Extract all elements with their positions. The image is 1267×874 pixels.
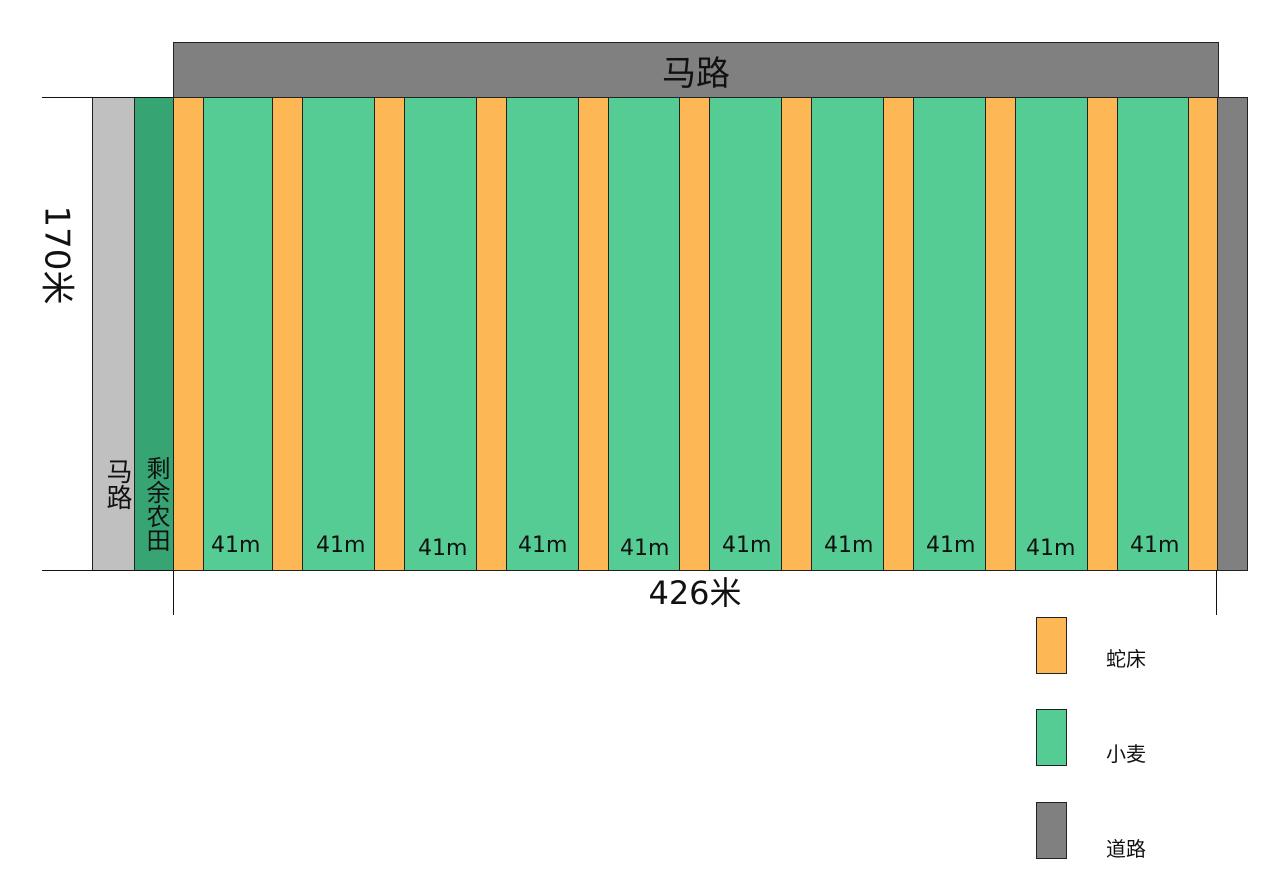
wheat-strip-width-label: 41m bbox=[211, 533, 261, 558]
wheat-strip bbox=[1015, 97, 1088, 571]
wheat-strip-width-label: 41m bbox=[418, 536, 468, 561]
wheat-strip-width-label: 41m bbox=[620, 536, 670, 561]
wheat-strip-width-label: 41m bbox=[824, 533, 874, 558]
wheat-strip-width-label: 41m bbox=[518, 533, 568, 558]
wheat-strip bbox=[608, 97, 680, 571]
snake-bed-strip bbox=[173, 97, 204, 571]
wheat-strip bbox=[1117, 97, 1189, 571]
top-road-label: 马路 bbox=[662, 54, 730, 94]
height-dimension-bottom-line bbox=[42, 570, 172, 571]
wheat-strip bbox=[709, 97, 782, 571]
snake-bed-strip bbox=[578, 97, 609, 571]
width-dimension-right-line bbox=[1216, 570, 1217, 615]
height-label: 170米 bbox=[36, 205, 77, 305]
legend-label-road: 道路 bbox=[1106, 837, 1146, 861]
wheat-strip bbox=[811, 97, 884, 571]
wheat-strip-width-label: 41m bbox=[316, 533, 366, 558]
wheat-strip bbox=[404, 97, 477, 571]
width-label-wrap: 426米 bbox=[600, 570, 790, 612]
snake-bed-strip bbox=[781, 97, 812, 571]
height-dimension-top-line bbox=[42, 97, 172, 98]
width-label: 426米 bbox=[648, 574, 742, 612]
snake-bed-strip bbox=[883, 97, 914, 571]
legend-swatch-wheat bbox=[1036, 709, 1067, 766]
snake-bed-strip bbox=[985, 97, 1016, 571]
wheat-strip-width-label: 41m bbox=[1130, 533, 1180, 558]
wheat-strip bbox=[913, 97, 986, 571]
wheat-strip-width-label: 41m bbox=[1026, 536, 1076, 561]
wheat-strip-width-label: 41m bbox=[926, 533, 976, 558]
left-road: 马路 bbox=[92, 97, 135, 571]
wheat-strip-width-label: 41m bbox=[722, 533, 772, 558]
snake-bed-strip bbox=[374, 97, 405, 571]
remaining-field-label: 剩余农田 bbox=[142, 456, 170, 552]
legend-swatch-road bbox=[1036, 802, 1067, 859]
height-label-wrap: 170米 bbox=[37, 206, 82, 305]
legend-swatch-snake-bed bbox=[1036, 617, 1067, 674]
wheat-strip bbox=[203, 97, 273, 571]
left-road-label: 马路 bbox=[102, 458, 132, 510]
right-road bbox=[1217, 97, 1248, 571]
width-dimension-left-line bbox=[173, 570, 174, 615]
snake-bed-strip bbox=[1087, 97, 1118, 571]
snake-bed-strip bbox=[1188, 97, 1219, 571]
snake-bed-strip bbox=[476, 97, 507, 571]
snake-bed-strip bbox=[679, 97, 710, 571]
legend-label-snake-bed: 蛇床 bbox=[1106, 647, 1146, 671]
legend-label-wheat: 小麦 bbox=[1106, 742, 1146, 766]
remaining-field: 剩余农田 bbox=[134, 97, 174, 571]
top-road: 马路 bbox=[173, 42, 1219, 99]
wheat-strip bbox=[506, 97, 579, 571]
wheat-strip bbox=[302, 97, 375, 571]
snake-bed-strip bbox=[272, 97, 303, 571]
